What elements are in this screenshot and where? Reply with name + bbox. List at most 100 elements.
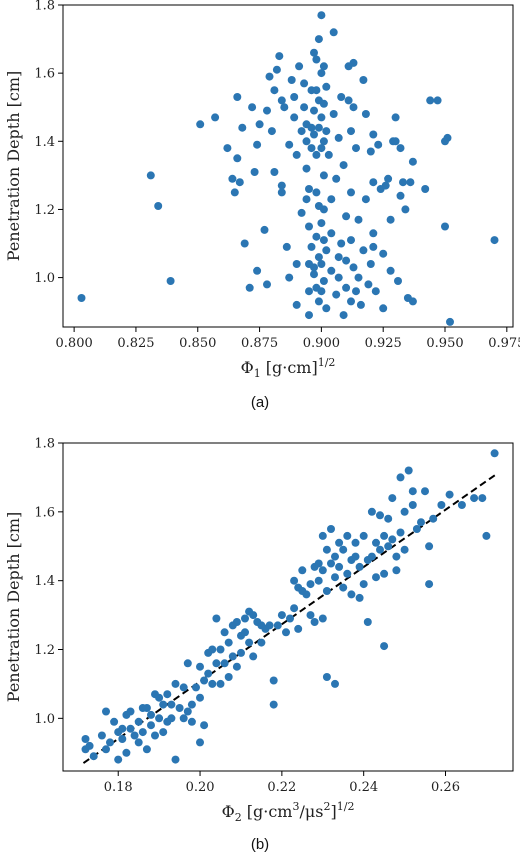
x-tick-label: 0.850 [179,336,216,351]
scatter-point [211,113,220,122]
scatter-point [318,566,327,575]
scatter-point [355,562,364,571]
scatter-point [290,113,299,122]
scatter-point [196,693,204,702]
scatter-point [179,683,188,692]
scatter-point [277,611,286,620]
scatter-point [379,304,388,313]
scatter-point [319,62,328,71]
scatter-point [314,35,323,44]
scatter-point [317,260,326,268]
scatter-point [312,188,321,197]
scatter-point [354,273,363,282]
scatter-point [327,525,335,533]
scatter-point [275,52,284,61]
scatter-point [255,120,264,129]
scatter-point [331,679,339,688]
scatter-point [187,717,196,726]
scatter-point [310,130,318,139]
scatter-point [167,714,176,723]
scatter-point [310,618,319,626]
scatter-point [384,514,393,523]
panel-caption-b: (b) [251,836,269,853]
scatter-point [359,531,368,540]
scatter-point [322,127,331,136]
y-tick-label: 1.0 [34,712,55,727]
y-axis-label-a: Penetration Depth [cm] [4,71,23,261]
scatter-point [437,501,446,509]
scatter-point [248,103,257,112]
scatter-point [376,545,384,554]
scatter-point [317,11,326,20]
scatter-point [265,72,274,81]
scatter-point [421,487,429,496]
scatter-point [386,215,395,224]
scatter-point [89,752,98,761]
scatter-point [396,144,405,153]
scatter-point [155,714,164,723]
scatter-point [400,545,409,554]
scatter-point [224,638,233,647]
x-axis-label-b: Φ2 [g·cm3/μs2]1/2 [222,800,355,824]
y-tick-label: 1.4 [34,574,55,589]
scatter-point [257,638,266,647]
scatter-point [114,755,123,764]
scatter-point [363,618,372,626]
scatter-point [290,604,299,613]
scatter-point [396,191,405,200]
scatter-point [329,110,338,118]
scatter-point [319,236,328,245]
scatter-point [412,525,421,533]
scatter-point [310,270,318,279]
scatter-point [310,48,318,57]
scatter-point [392,566,401,575]
scatter-point [319,171,328,180]
scatter-point [171,755,180,764]
scatter-point [307,242,316,251]
scatter-point [349,263,358,272]
scatter-panel-b: 0.18 0.20 0.22 0.24 0.26 1.0 1.2 1.4 1.6 1.8 Φ2 … [4,437,514,853]
scatter-point [241,614,249,623]
scatter-point [317,113,326,122]
scatter-point [269,700,278,709]
scatter-point [253,140,262,149]
scatter-point [307,144,316,153]
scatter-point [331,552,339,561]
scatter-point [250,168,259,176]
scatter-point [355,593,364,602]
scatter-point [196,738,204,747]
scatter-point [269,676,278,685]
scatter-point [200,721,209,730]
scatter-point [126,724,135,733]
scatter-point [339,311,348,320]
scatter-point [306,611,315,620]
scatter-point [384,174,393,183]
scatter-point [322,673,331,681]
scatter-point [429,514,438,523]
scatter-point [337,239,346,248]
scatter-point [167,700,176,709]
scatter-point [277,181,286,190]
plot-frame-b [62,442,514,772]
scatter-point [339,583,348,592]
scatter-point [391,113,400,122]
scatter-point [102,745,110,754]
scatter-point [134,738,143,747]
scatter-point [319,277,328,285]
scatter-point [367,507,376,516]
scatter-point [380,531,389,540]
scatter-point [142,704,151,712]
scatter-point [361,110,370,118]
scatter-point [384,542,393,551]
scatter-point [376,511,384,520]
x-tick-label: 0.900 [303,336,340,351]
scatter-point [277,96,286,105]
scatter-point [381,181,390,190]
scatter-point [445,490,454,499]
scatter-point [359,76,368,84]
scatter-point [216,679,225,688]
scatter-point [379,249,388,258]
scatter-point [154,202,163,210]
scatter-point [347,236,355,245]
scatter-point [130,731,139,740]
